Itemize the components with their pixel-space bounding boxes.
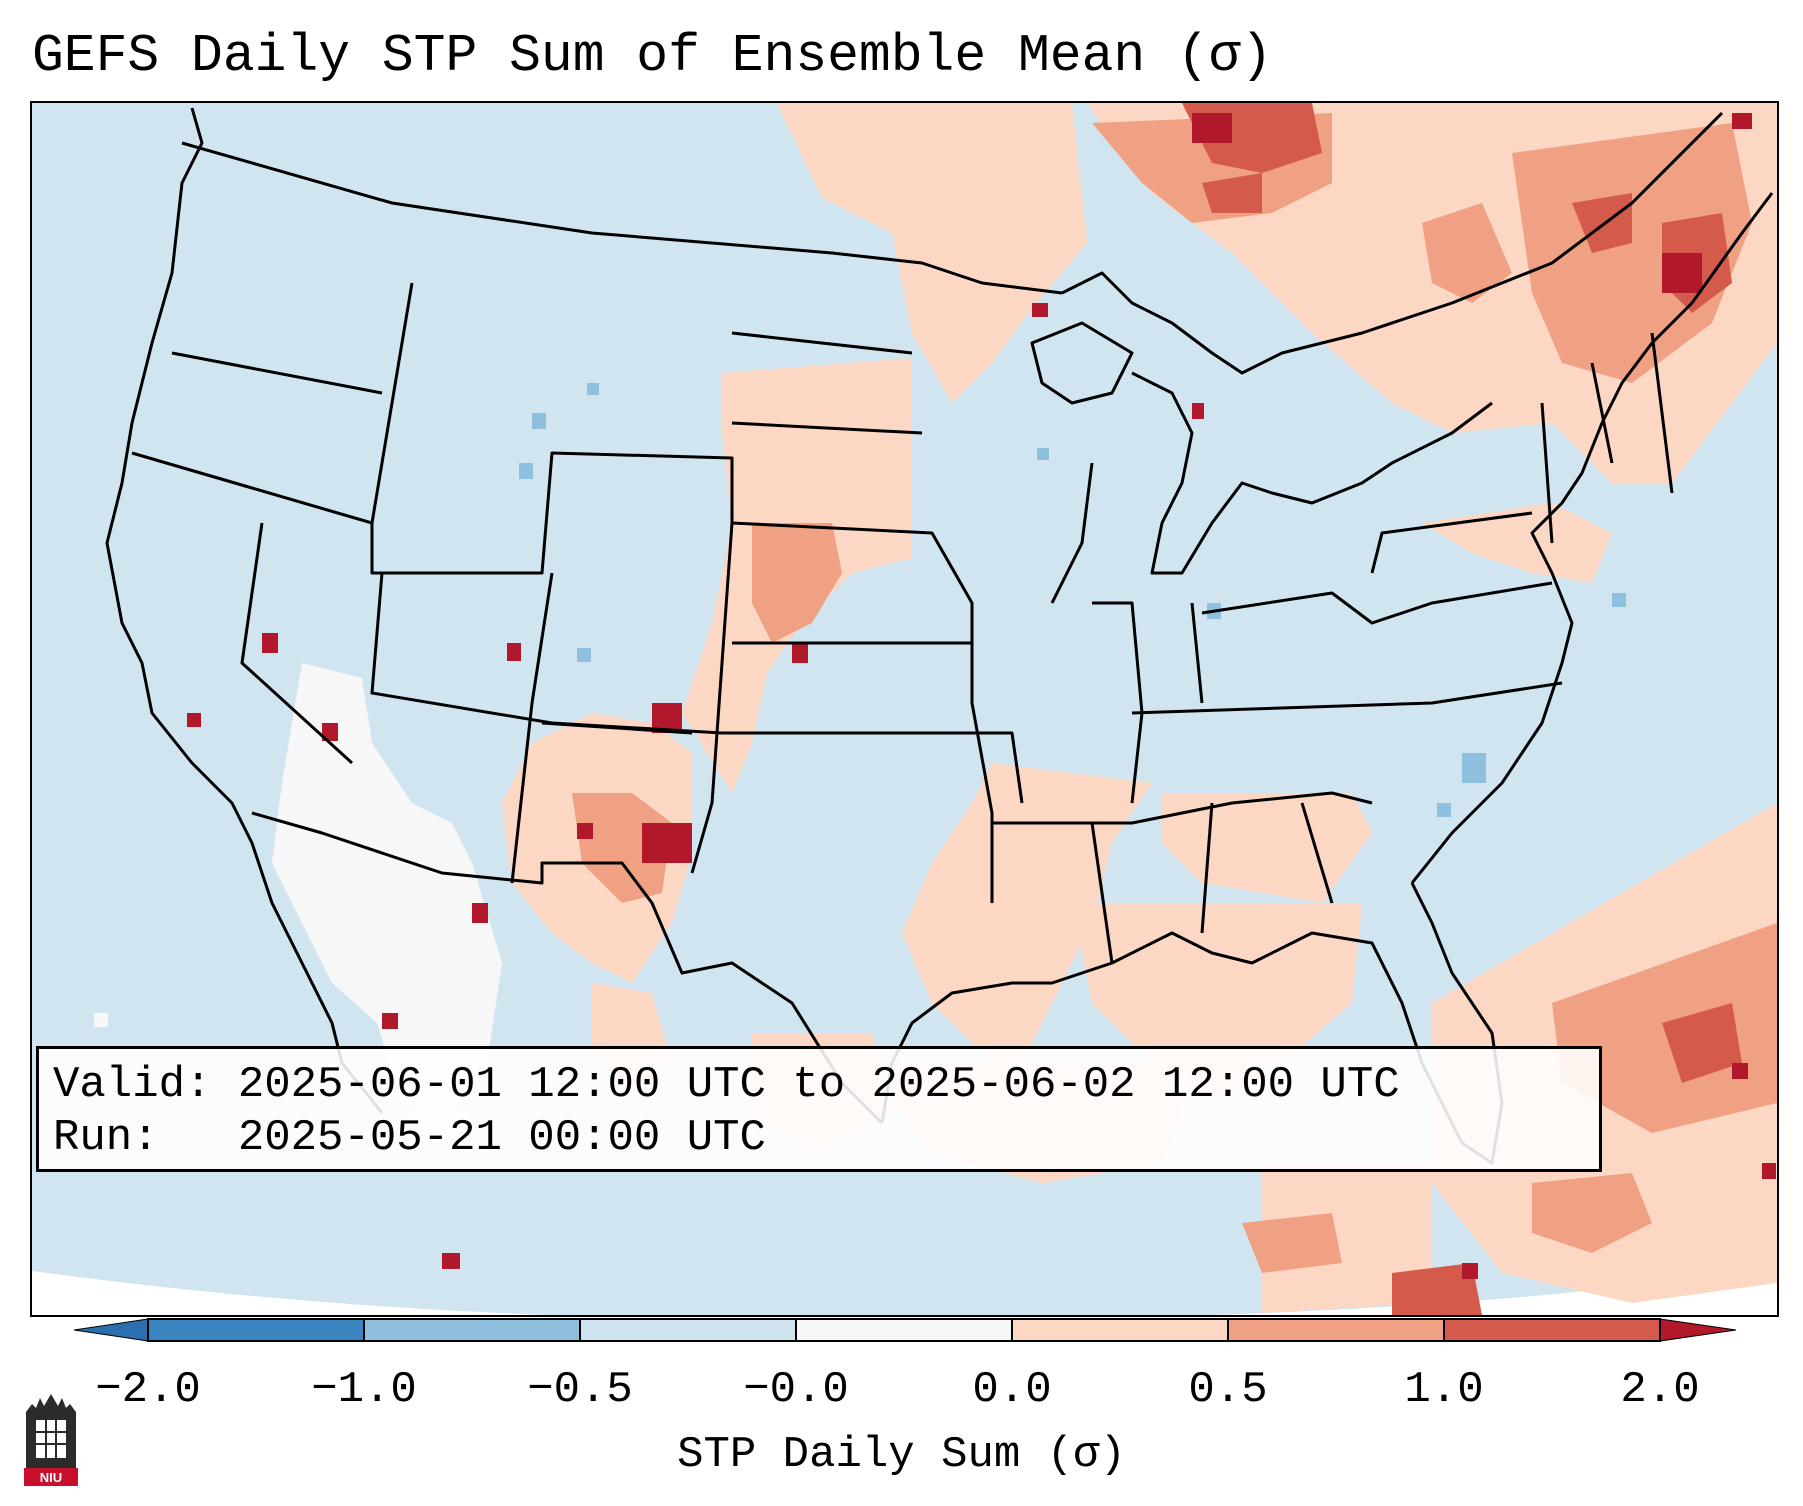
validity-info-box: Valid: 2025-06-01 12:00 UTC to 2025-06-0… (36, 1046, 1602, 1172)
map-panel[interactable] (30, 101, 1779, 1317)
colorbar-tick-label: −2.0 (95, 1365, 201, 1415)
colorbar-tick-label: 0.0 (972, 1365, 1052, 1415)
colorbar-under-arrow (74, 1318, 149, 1342)
very-high-anomaly-cells (187, 113, 1776, 1279)
colorbar-bin (1228, 1319, 1444, 1341)
state-lines (131, 282, 1674, 964)
colorbar-bin (796, 1319, 1012, 1341)
west-coast (105, 107, 384, 1114)
moderate-anomaly-shading (572, 113, 1777, 1273)
mexico-border (251, 811, 884, 1125)
valid-label: Valid: (53, 1060, 212, 1110)
colorbar-tick-label: −0.5 (527, 1365, 633, 1415)
stp-map (32, 103, 1777, 1315)
colorbar (74, 1318, 1736, 1342)
map-outer-edge (32, 1269, 1777, 1315)
colorbar-tick-label: 1.0 (1404, 1365, 1484, 1415)
colorbar-tick-label: −1.0 (311, 1365, 417, 1415)
colorbar-bin (1444, 1319, 1660, 1341)
colorbar-label: STP Daily Sum (σ) (677, 1430, 1126, 1480)
colorbar-bin (148, 1319, 364, 1341)
plot-title: GEFS Daily STP Sum of Ensemble Mean (σ) (32, 26, 1273, 86)
colorbar-tick-label: 2.0 (1620, 1365, 1700, 1415)
niu-logo-icon: NIU (24, 1394, 78, 1486)
boundaries (105, 107, 1774, 1165)
colorbar-bin (364, 1319, 580, 1341)
colorbar-bin (1012, 1319, 1228, 1341)
valid-time: 2025-06-01 12:00 UTC to 2025-06-02 12:00… (237, 1060, 1400, 1110)
colorbar-bin (580, 1319, 796, 1341)
great-lakes (1030, 321, 1493, 575)
logo-text: NIU (40, 1470, 62, 1485)
colorbar-over-arrow (1659, 1318, 1736, 1342)
atlantic-coast (1410, 192, 1774, 884)
run-time: 2025-05-21 00:00 UTC (237, 1113, 766, 1163)
run-label: Run: (53, 1113, 159, 1163)
colorbar-tick-label: −0.0 (743, 1365, 849, 1415)
colorbar-tick-label: 0.5 (1188, 1365, 1268, 1415)
northern-border (181, 141, 1063, 295)
